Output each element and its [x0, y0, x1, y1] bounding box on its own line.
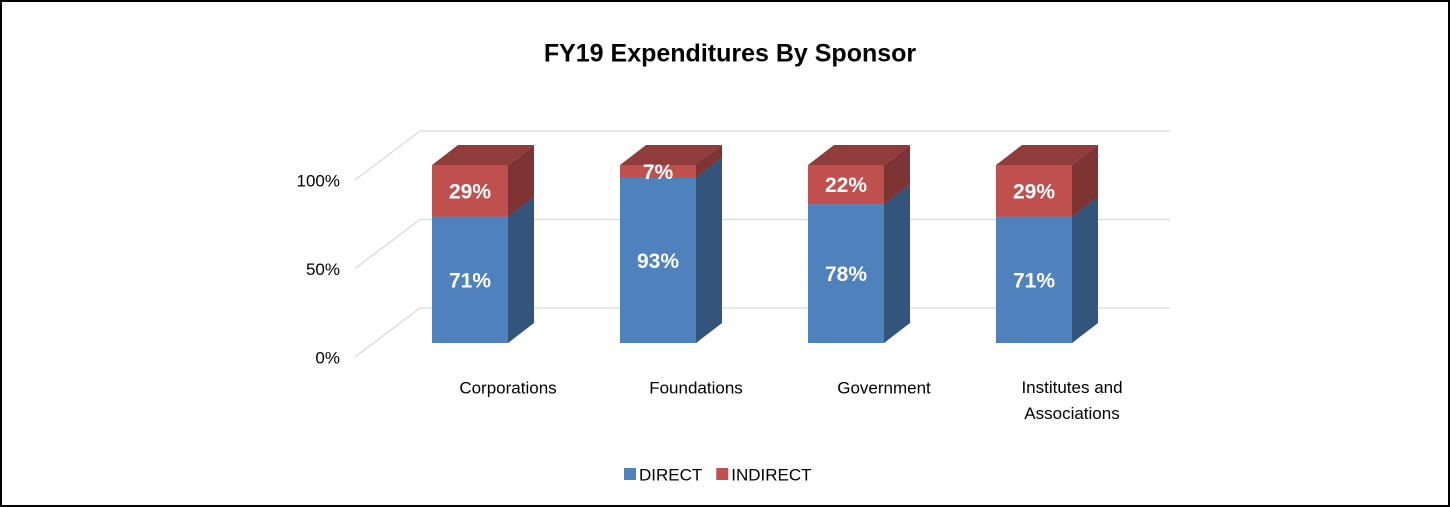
- x-tick-label: Foundations: [649, 378, 743, 397]
- legend-swatch: [716, 468, 729, 480]
- data-label: 71%: [1013, 269, 1055, 292]
- bar: [808, 204, 884, 343]
- bar: [996, 165, 1072, 217]
- data-label: 29%: [449, 180, 491, 203]
- bar: [996, 216, 1072, 343]
- grid-line: [354, 130, 1170, 181]
- data-label: 22%: [825, 174, 867, 197]
- data-label: 7%: [643, 161, 674, 184]
- bar-top: [808, 145, 910, 165]
- bar-side: [508, 145, 534, 217]
- bar: [620, 177, 696, 343]
- chart-title: FY19 Expenditures By Sponsor: [544, 40, 917, 68]
- bar-side: [1072, 145, 1098, 217]
- data-label: 93%: [637, 250, 679, 273]
- bar: [432, 216, 508, 343]
- bar-side: [696, 145, 722, 178]
- data-label: 71%: [449, 269, 491, 292]
- bar-side: [696, 157, 722, 343]
- bar-side: [1072, 196, 1098, 343]
- y-tick-label: 50%: [306, 260, 340, 279]
- grid-line: [354, 218, 1170, 270]
- x-tick-label: Corporations: [459, 378, 556, 397]
- bar: [432, 165, 508, 217]
- bar-side: [884, 184, 910, 343]
- y-tick-label: 0%: [315, 348, 340, 367]
- data-label: 29%: [1013, 180, 1055, 203]
- legend-swatch: [624, 468, 636, 480]
- bar: [808, 165, 884, 205]
- bar-top: [996, 145, 1098, 165]
- bar-side: [884, 145, 910, 205]
- x-tick-label: Institutes and Associations: [1021, 378, 1122, 423]
- legend-label: INDIRECT: [731, 465, 811, 484]
- bar-top: [432, 145, 534, 165]
- legend-label: DIRECT: [639, 465, 702, 484]
- x-tick-label: Government: [837, 378, 931, 397]
- bar-side: [508, 196, 534, 343]
- data-label: 78%: [825, 263, 867, 286]
- y-tick-label: 100%: [297, 171, 340, 190]
- bar: [620, 165, 696, 178]
- grid-line: [354, 307, 1170, 358]
- bar-top: [620, 145, 722, 165]
